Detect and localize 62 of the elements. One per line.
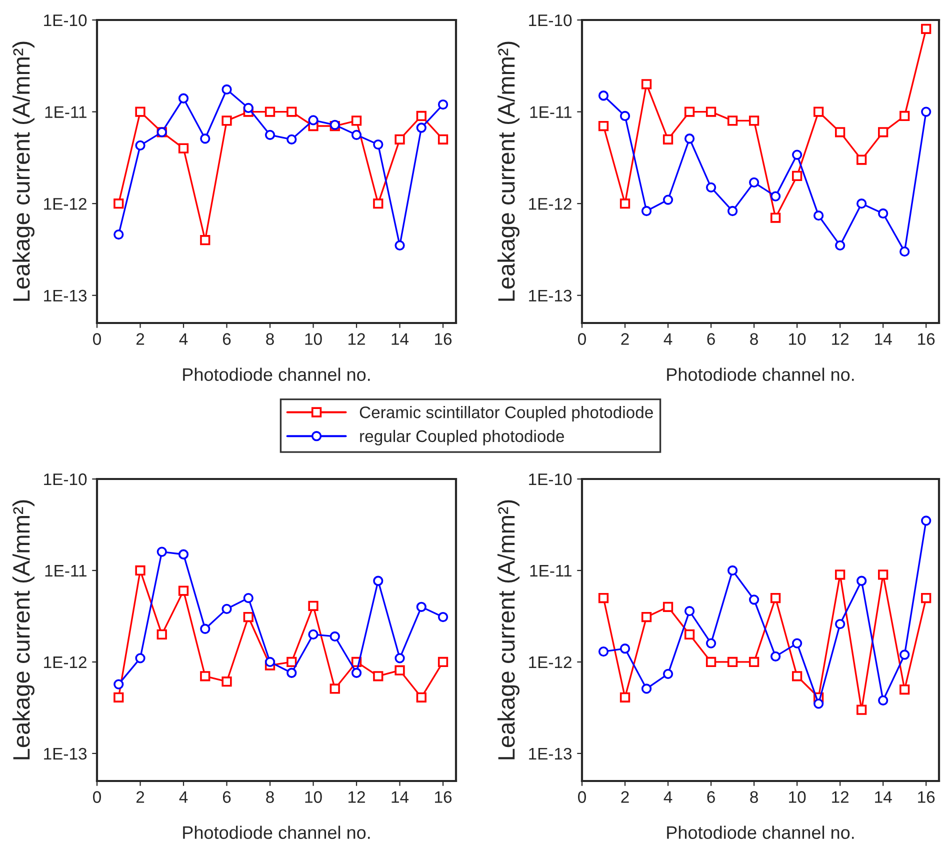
y-tick-label: 1E-10 bbox=[44, 473, 87, 486]
x-axis-title: Photodiode channel no. bbox=[183, 826, 370, 839]
y-tick-label: 1E-10 bbox=[529, 473, 572, 486]
x-tick-label: 6 bbox=[222, 791, 231, 803]
x-tick-label: 4 bbox=[179, 791, 188, 803]
y-tick-label: 1E-13 bbox=[529, 290, 572, 302]
x-tick-label: 2 bbox=[136, 333, 144, 345]
x-tick-label: 4 bbox=[664, 333, 672, 345]
x-tick-label: 12 bbox=[348, 791, 365, 803]
x-tick-label: 2 bbox=[621, 333, 629, 345]
y-tick-label: 1E-12 bbox=[44, 656, 86, 668]
x-tick-label: 12 bbox=[832, 791, 849, 803]
x-tick-label: 14 bbox=[875, 333, 892, 345]
x-axis-title: Photodiode channel no. bbox=[667, 368, 854, 381]
x-tick-label: 10 bbox=[789, 333, 806, 345]
y-tick-label: 1E-12 bbox=[44, 198, 86, 210]
x-tick-label: 16 bbox=[435, 791, 452, 803]
x-tick-label: 14 bbox=[875, 791, 892, 803]
y-tick-label: 1E-11 bbox=[530, 565, 572, 577]
x-tick-label: 8 bbox=[750, 791, 758, 803]
x-tick-label: 10 bbox=[789, 791, 806, 803]
x-tick-label: 8 bbox=[266, 333, 274, 345]
x-tick-label: 6 bbox=[707, 791, 715, 803]
x-tick-label: 8 bbox=[750, 333, 758, 345]
y-tick-label: 1E-11 bbox=[530, 106, 572, 118]
y-tick-label: 1E-11 bbox=[45, 565, 86, 577]
x-tick-label: 16 bbox=[918, 333, 935, 345]
x-tick-label: 0 bbox=[578, 791, 586, 803]
y-tick-label: 1E-10 bbox=[44, 14, 87, 26]
x-tick-label: 14 bbox=[392, 333, 409, 345]
x-tick-label: 8 bbox=[266, 791, 274, 803]
y-axis-title: Leakage current (A/mm²) bbox=[497, 500, 520, 760]
x-tick-label: 2 bbox=[136, 791, 144, 803]
x-tick-label: 0 bbox=[578, 333, 586, 345]
x-tick-label: 2 bbox=[621, 791, 629, 803]
y-axis-title: Leakage current (A/mm²) bbox=[12, 500, 34, 760]
x-tick-label: 12 bbox=[348, 333, 365, 345]
y-tick-label: 1E-10 bbox=[529, 14, 572, 26]
legend-label: regular Coupled photodiode bbox=[360, 430, 564, 446]
y-axis-title: Leakage current (A/mm²) bbox=[497, 42, 520, 301]
y-tick-label: 1E-13 bbox=[529, 748, 572, 760]
x-tick-label: 10 bbox=[305, 791, 322, 803]
x-tick-label: 4 bbox=[179, 333, 188, 345]
x-tick-label: 16 bbox=[918, 791, 935, 803]
x-tick-label: 6 bbox=[222, 333, 231, 345]
y-tick-label: 1E-12 bbox=[529, 656, 572, 668]
x-tick-label: 14 bbox=[392, 791, 409, 803]
x-tick-label: 6 bbox=[707, 333, 715, 345]
x-tick-label: 4 bbox=[664, 791, 672, 803]
y-tick-label: 1E-12 bbox=[529, 198, 572, 210]
x-tick-label: 12 bbox=[832, 333, 849, 345]
legend-label: Ceramic scintillator Coupled photodiode bbox=[360, 406, 653, 422]
y-axis-title: Leakage current (A/mm²) bbox=[12, 42, 34, 301]
x-tick-label: 0 bbox=[93, 791, 101, 803]
x-tick-label: 0 bbox=[93, 333, 101, 345]
x-axis-title: Photodiode channel no. bbox=[183, 368, 370, 381]
x-tick-label: 16 bbox=[435, 333, 452, 345]
y-tick-label: 1E-13 bbox=[44, 748, 87, 760]
x-tick-label: 10 bbox=[305, 333, 322, 345]
y-tick-label: 1E-11 bbox=[45, 106, 86, 118]
y-tick-label: 1E-13 bbox=[44, 290, 87, 302]
x-axis-title: Photodiode channel no. bbox=[667, 826, 854, 839]
